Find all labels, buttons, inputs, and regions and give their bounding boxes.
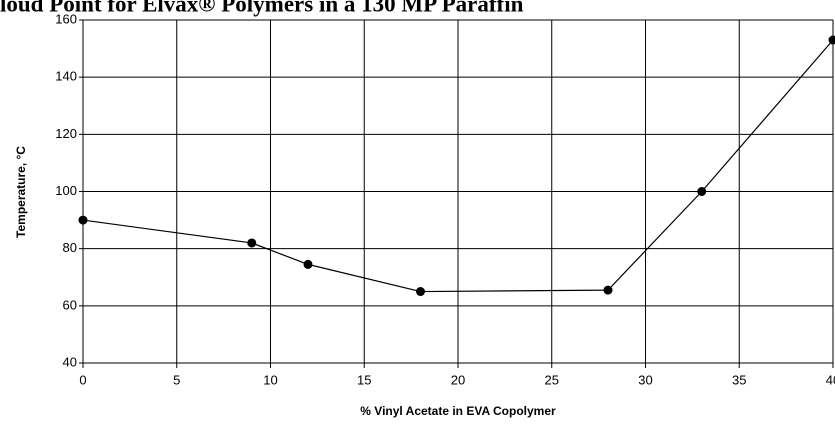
x-tick-label: 30	[638, 372, 652, 387]
y-tick-label: 160	[55, 11, 77, 26]
point	[303, 259, 313, 269]
point	[247, 238, 257, 248]
x-tick-label: 10	[263, 372, 277, 387]
point	[603, 285, 613, 295]
y-tick-label: 120	[55, 126, 77, 141]
y-axis-label: Temperature, °C	[14, 146, 28, 238]
chart-title: loud Point for Elvax® Polymers in a 130 …	[0, 0, 524, 16]
point	[78, 215, 88, 225]
y-tick-label: 140	[55, 69, 77, 84]
y-tick-label: 80	[63, 240, 77, 255]
x-axis-label: % Vinyl Acetate in EVA Copolymer	[360, 404, 556, 418]
x-tick-label: 40	[826, 372, 835, 387]
y-tick-label: 60	[63, 297, 77, 312]
y-tick-label: 100	[55, 183, 77, 198]
x-tick-label: 5	[173, 372, 180, 387]
x-tick-label: 25	[545, 372, 559, 387]
x-tick-label: 15	[357, 372, 371, 387]
point	[697, 187, 707, 196]
y-tick-label: 40	[63, 354, 77, 369]
x-tick-label: 0	[79, 372, 86, 387]
point	[828, 35, 835, 45]
x-tick-label: 20	[451, 372, 465, 387]
point	[416, 287, 425, 297]
x-tick-label: 35	[732, 372, 746, 387]
